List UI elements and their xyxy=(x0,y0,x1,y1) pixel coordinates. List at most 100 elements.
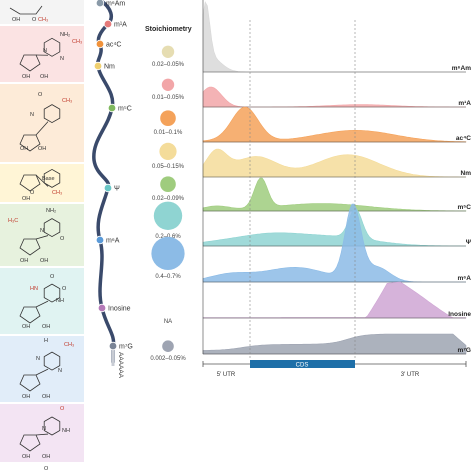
structure-atom-label: O xyxy=(62,286,67,292)
structure-atom-label: OH xyxy=(42,394,50,400)
ridge-label: ac⁴C xyxy=(456,135,471,142)
glycosidic-bond xyxy=(35,368,49,376)
glycosidic-bond xyxy=(35,121,49,136)
structure-atom-label: OH xyxy=(22,196,30,202)
ridge-psi: Ψ xyxy=(202,208,471,247)
stoich-Nm: 0.05–0.15% xyxy=(152,142,185,170)
bead-label: Inosine xyxy=(108,306,131,313)
bead-m7G: m⁷G xyxy=(108,341,133,351)
structure-atom-label: OH xyxy=(20,146,28,152)
base-ring xyxy=(43,168,61,188)
bead-label: m⁶A xyxy=(106,238,120,245)
bead-marker xyxy=(103,19,113,29)
structure-atom-label: CH₃ xyxy=(62,98,72,104)
bead-m5C: m⁵C xyxy=(107,103,132,113)
stoich-circle xyxy=(161,45,175,58)
structure-atom-label: OH xyxy=(38,146,46,152)
stoich-circle xyxy=(160,176,176,192)
glycosidic-bond xyxy=(35,433,49,436)
bead-inosine: Inosine xyxy=(97,303,131,313)
structure-atom-label: OH xyxy=(22,74,30,80)
bead-label: m⁵C xyxy=(118,106,132,113)
structure-panel-5 xyxy=(0,268,84,334)
structure-atom-label: OH xyxy=(22,454,30,460)
structure-atom-label: OH xyxy=(42,324,50,330)
sugar-ring xyxy=(19,434,41,452)
sugar-ring xyxy=(19,174,41,192)
stoich-value: 0.02–0.05% xyxy=(152,62,185,68)
bead-label: Ψ xyxy=(114,186,120,193)
base-ring xyxy=(43,104,61,124)
sugar-ring xyxy=(19,238,41,256)
stoich-m6A: 0.4–0.7% xyxy=(151,236,185,280)
base-ring xyxy=(43,218,61,238)
ridge-label: Nm xyxy=(461,170,472,177)
structure-panel-1 xyxy=(0,26,84,82)
ridge-area xyxy=(202,1,466,73)
stoich-value: 0.4–0.7% xyxy=(155,274,181,280)
structure-0-label: OH xyxy=(12,17,20,23)
ridge-m5C: m⁵C xyxy=(202,177,471,212)
ridge-m7G: m⁷G xyxy=(202,333,471,355)
ridge-label: m⁷G xyxy=(457,347,471,354)
structure-atom-label: N xyxy=(40,228,44,234)
sugar-ring xyxy=(19,374,41,392)
bead-marker xyxy=(93,61,103,71)
ridge-area xyxy=(202,333,467,355)
ridge-area xyxy=(202,148,466,178)
sugar-ring xyxy=(19,134,41,152)
ridge-area xyxy=(202,208,466,247)
bead-m1A: m¹A xyxy=(103,19,127,29)
stoichiometry-legend: Stoichiometry 0.02–0.05% 0.01–0.05% 0.01–0… xyxy=(145,26,192,362)
utr5-label: 5′ UTR xyxy=(217,372,236,378)
structure-bottom-label: O xyxy=(44,466,49,472)
stoich-circle xyxy=(153,201,183,230)
structure-atom-label: NH₂ xyxy=(60,32,70,38)
structure-atom-label: N xyxy=(30,112,34,118)
structure-atom-label: NH xyxy=(62,428,70,434)
ridge-area xyxy=(202,281,467,319)
stoich-circle xyxy=(161,78,175,92)
cds-label: CDS xyxy=(296,363,309,369)
glycosidic-bond xyxy=(35,300,49,308)
structure-atom-label: NH₂ xyxy=(46,208,56,214)
ridge-m1A: m¹A xyxy=(202,86,471,108)
glycosidic-bond xyxy=(35,235,49,240)
structure-panel-3 xyxy=(0,164,84,202)
stoich-value: 0.05–0.15% xyxy=(152,164,185,170)
bead-marker xyxy=(108,341,118,351)
stoich-value: NA xyxy=(164,319,172,325)
structure-atom-label: O xyxy=(50,274,55,280)
bead-m6A: m⁶A xyxy=(95,235,120,245)
structure-0-label: O xyxy=(32,17,37,23)
bead-label: ac⁴C xyxy=(106,42,121,49)
structure-atom-label: O xyxy=(38,92,43,98)
structure-atom-label: OH xyxy=(40,258,48,264)
ridge-ac4C: ac⁴C xyxy=(202,106,471,143)
stoich-circle xyxy=(162,340,174,353)
stoich-m1A: 0.01–0.05% xyxy=(152,78,185,101)
structure-atom-label: CH₃ xyxy=(72,39,82,45)
ridge-inosine: Inosine xyxy=(202,281,471,319)
stoich-m7G: 0.002–0.05% xyxy=(150,340,186,362)
stoich-value: 0.02–0.09% xyxy=(152,196,185,202)
structure-atom-label: OH xyxy=(42,454,50,460)
ridge-label: m¹A xyxy=(458,100,471,107)
structure-atom-label: N xyxy=(60,56,64,62)
bead-marker xyxy=(95,235,105,245)
structure-atom-label: OH xyxy=(40,74,48,80)
structure-atom-label: CH₃ xyxy=(52,190,62,196)
structure-atom-label: OH xyxy=(22,394,30,400)
bead-marker xyxy=(107,103,117,113)
ridge-area xyxy=(202,106,467,143)
stoich-value: 0.01–0.1% xyxy=(154,130,183,136)
bead-marker xyxy=(103,183,113,193)
ridge-label: m⁶Am xyxy=(452,65,471,72)
bead-label: m⁷G xyxy=(119,344,133,351)
structure-atom-label: O xyxy=(30,190,35,196)
sugar-ring xyxy=(19,54,41,72)
structure-atom-label: N xyxy=(58,368,62,374)
structure-atom-label: OH xyxy=(22,324,30,330)
